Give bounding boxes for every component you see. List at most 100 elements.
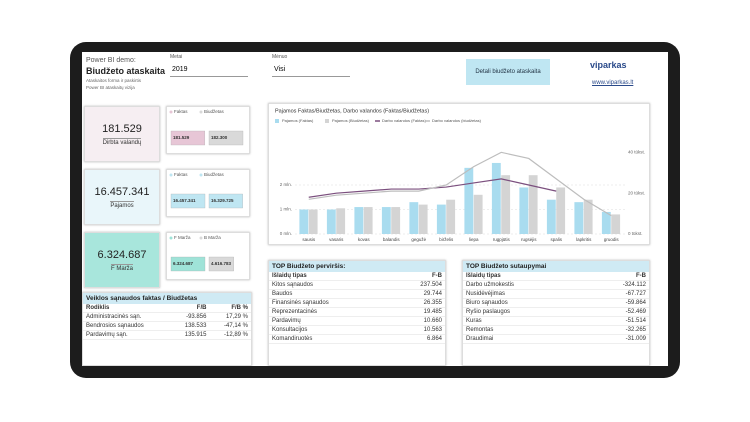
bar xyxy=(583,199,593,234)
kicker: Power BI demo: xyxy=(86,57,136,64)
bar xyxy=(464,167,474,234)
column-header: F/B xyxy=(171,304,210,313)
legend-label: Biudžetas xyxy=(204,172,225,177)
cell: 135.915 xyxy=(171,330,210,340)
kpi-label: Dirbta valandų xyxy=(102,137,142,146)
kpi-value: 16.457.341 xyxy=(94,185,150,198)
cell: -67.727 xyxy=(583,289,649,299)
cell: Baudos xyxy=(269,289,392,299)
link[interactable]: www.viparkas.lt xyxy=(592,80,634,86)
legend-label: Pajamos (Faktas) xyxy=(282,118,314,123)
legend-swatch xyxy=(199,173,203,177)
bar xyxy=(354,207,364,234)
legend-label: Faktas xyxy=(174,172,188,177)
cell: 26.355 xyxy=(391,298,445,308)
cell: 19.485 xyxy=(391,307,445,317)
chart: Pajamos Faktas/Biudžetas, Darbo valandos… xyxy=(275,108,645,242)
x-tick-label: rugsėjis xyxy=(521,237,537,242)
row: Biuro sąnaudos -59.864 xyxy=(463,298,649,308)
cell: Draudimai xyxy=(463,334,584,344)
legend-label: Pajamos (Biudžetas) xyxy=(332,118,370,123)
row: Remontas -32.265 xyxy=(463,325,649,335)
x-tick-label: birželis xyxy=(439,237,454,242)
legend-swatch xyxy=(275,119,279,123)
row: Finansinės sąnaudos 26.355 xyxy=(269,298,445,308)
column-header: F/B % xyxy=(209,304,251,313)
legend-label: Darbo valandos (biudžetas) xyxy=(432,118,482,123)
chart-panel: Pajamos Faktas/Biudžetas, Darbo valandos… xyxy=(268,103,650,245)
cell: 6.864 xyxy=(391,334,445,344)
kpi-card: 181.529 Dirbta valandų xyxy=(84,106,160,162)
slicer[interactable]: Metai 2019 xyxy=(170,54,248,77)
slicer[interactable]: Mėnuo Visi xyxy=(272,54,350,77)
legend-label: Faktas xyxy=(174,109,188,114)
mini-bar xyxy=(208,193,243,209)
kpi-card: 16.457.341 Pajamos xyxy=(84,169,160,225)
row: Pardavimų sąn. 135.915 -12,89 % xyxy=(83,330,251,340)
mini-bar-label: 16.329.725 xyxy=(211,198,234,203)
mini-bar-label: 182.300 xyxy=(211,135,228,140)
cell: Finansinės sąnaudos xyxy=(269,298,392,308)
bar xyxy=(546,199,556,234)
bar xyxy=(528,175,538,234)
bar xyxy=(299,209,309,234)
x-tick-label: balandis xyxy=(383,237,401,242)
slicer-value[interactable]: Visi xyxy=(272,63,350,77)
cell: -59.864 xyxy=(583,298,649,308)
cell: Kuras xyxy=(463,316,584,326)
mini-bar-label: 16.457.341 xyxy=(173,198,196,203)
y2-tick-label: 0 tūkst. xyxy=(628,231,643,236)
kpi-value: 6.324.687 xyxy=(97,248,147,261)
table: Išlaidų tipas F-B Kitos sąnaudos 237.504 Bau… xyxy=(269,272,445,344)
detail-button[interactable]: Detali biudžeto ataskaita xyxy=(466,59,550,85)
kpi-label: Pajamos xyxy=(110,200,134,209)
kpi-card: 6.324.687 F Marža xyxy=(84,232,160,288)
mini-bar xyxy=(170,130,206,146)
cell: 10.563 xyxy=(391,325,445,335)
x-tick-label: gruodis xyxy=(604,237,620,242)
row: Kitos sąnaudos 237.504 xyxy=(269,280,445,290)
column-header: Rodiklis xyxy=(83,304,172,313)
legend-label: Biudžetas xyxy=(204,109,225,114)
cell: Konsultacijos xyxy=(269,325,392,335)
column-header: Išlaidų tipas xyxy=(269,272,392,281)
mini-bar-label: 6.324.687 xyxy=(173,261,194,266)
cell: Biuro sąnaudos xyxy=(463,298,584,308)
note: Ataskaitos forma ir paskirtis xyxy=(86,78,142,83)
kpi-value: 181.529 xyxy=(102,122,142,135)
row: Pardavimų 10.660 xyxy=(269,316,445,326)
mini-chart: F Marža B Marža 6.324.687 4.616.783 xyxy=(166,232,250,280)
table: Rodiklis F/B F/B % Administracinės sąn. -93.… xyxy=(83,304,251,340)
x-tick-label: sausis xyxy=(302,237,316,242)
cell: -324.112 xyxy=(583,280,649,290)
row: Draudimai -31.009 xyxy=(463,334,649,344)
x-tick-label: rugpjūtis xyxy=(493,237,511,242)
screen: Power BI demo: Biudžeto ataskaita Ataska… xyxy=(82,52,668,366)
bar xyxy=(409,202,419,234)
mini-bar-label: 181.529 xyxy=(173,135,190,140)
cell: -12,89 % xyxy=(209,330,251,340)
column-header: Išlaidų tipas xyxy=(463,272,584,281)
cell: Kitos sąnaudos xyxy=(269,280,392,290)
row: Baudos 29.744 xyxy=(269,289,445,299)
line xyxy=(308,151,612,217)
mini-chart: Faktas Biudžetas 16.457.341 16.329.725 xyxy=(166,169,250,217)
bar xyxy=(611,214,621,234)
table-title: Veiklos sąnaudos faktas / Biudžetas xyxy=(83,293,251,304)
bar xyxy=(418,204,428,234)
bar xyxy=(601,211,611,234)
mini-chart-svg: F Marža B Marža 6.324.687 4.616.783 xyxy=(169,235,234,272)
bar xyxy=(574,202,584,234)
slicer-value[interactable]: 2019 xyxy=(170,63,248,77)
row: Administracinės sąn. -93.856 17,29 % xyxy=(83,312,251,322)
table-title: TOP Biudžeto sutaupymai xyxy=(463,261,649,272)
cell: 29.744 xyxy=(391,289,445,299)
mini-chart: Faktas Biudžetas 181.529 182.300 xyxy=(166,106,250,154)
cell: Bendrosios sąnaudos xyxy=(83,321,172,331)
legend-swatch xyxy=(325,119,329,123)
y2-tick-label: 40 tūkst. xyxy=(628,150,645,155)
cell: -47,14 % xyxy=(209,321,251,331)
cell: -31.009 xyxy=(583,334,649,344)
legend-swatch xyxy=(169,173,173,177)
